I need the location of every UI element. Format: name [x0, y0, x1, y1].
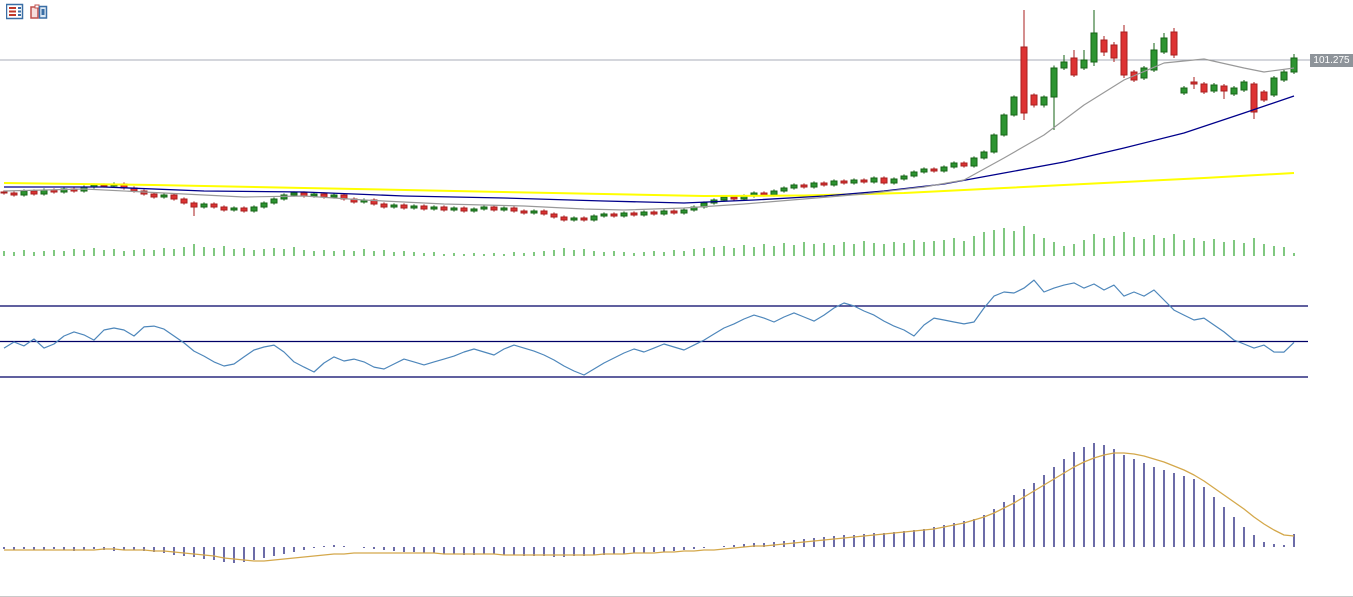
toolbar [6, 3, 48, 20]
chart-windows-icon [30, 4, 48, 19]
quotes-grid-icon [6, 3, 24, 20]
quotes-grid-button[interactable] [6, 3, 24, 20]
chart-windows-button[interactable] [30, 3, 48, 20]
price-label: 101.275 [1310, 54, 1353, 67]
